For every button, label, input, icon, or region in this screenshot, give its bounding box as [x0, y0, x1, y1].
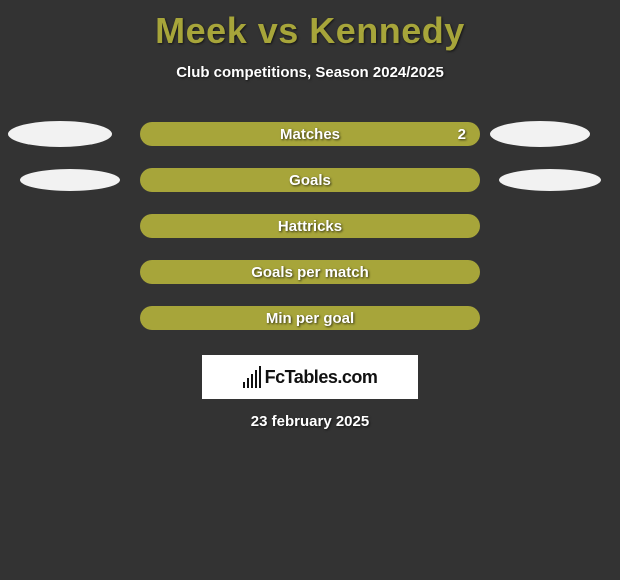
stat-pill: Hattricks — [140, 214, 480, 238]
stat-pill: Goals per match — [140, 260, 480, 284]
stat-pill: Goals — [140, 168, 480, 192]
stat-value: 2 — [458, 126, 466, 143]
left-ellipse — [20, 169, 120, 191]
right-ellipse — [499, 169, 601, 191]
left-ellipse — [8, 121, 112, 147]
logo: FcTables.com — [243, 366, 378, 388]
comparison-rows: Matches 2 Goals Hattricks Goals per match Min… — [0, 111, 620, 341]
logo-bars-icon — [243, 366, 261, 388]
stat-pill: Matches 2 — [140, 122, 480, 146]
stat-label: Goals per match — [251, 264, 369, 281]
stat-row: Goals — [0, 157, 620, 203]
subtitle: Club competitions, Season 2024/2025 — [0, 64, 620, 81]
stat-row: Goals per match — [0, 249, 620, 295]
logo-box: FcTables.com — [202, 355, 418, 399]
right-ellipse — [490, 121, 590, 147]
page-title: Meek vs Kennedy — [0, 0, 620, 52]
stat-label: Goals — [289, 172, 331, 189]
stat-row: Hattricks — [0, 203, 620, 249]
logo-text: FcTables.com — [265, 367, 378, 388]
stat-label: Min per goal — [266, 310, 354, 327]
stat-pill: Min per goal — [140, 306, 480, 330]
date-label: 23 february 2025 — [0, 413, 620, 430]
stat-row: Matches 2 — [0, 111, 620, 157]
stat-label: Matches — [280, 126, 340, 143]
stat-row: Min per goal — [0, 295, 620, 341]
stat-label: Hattricks — [278, 218, 342, 235]
